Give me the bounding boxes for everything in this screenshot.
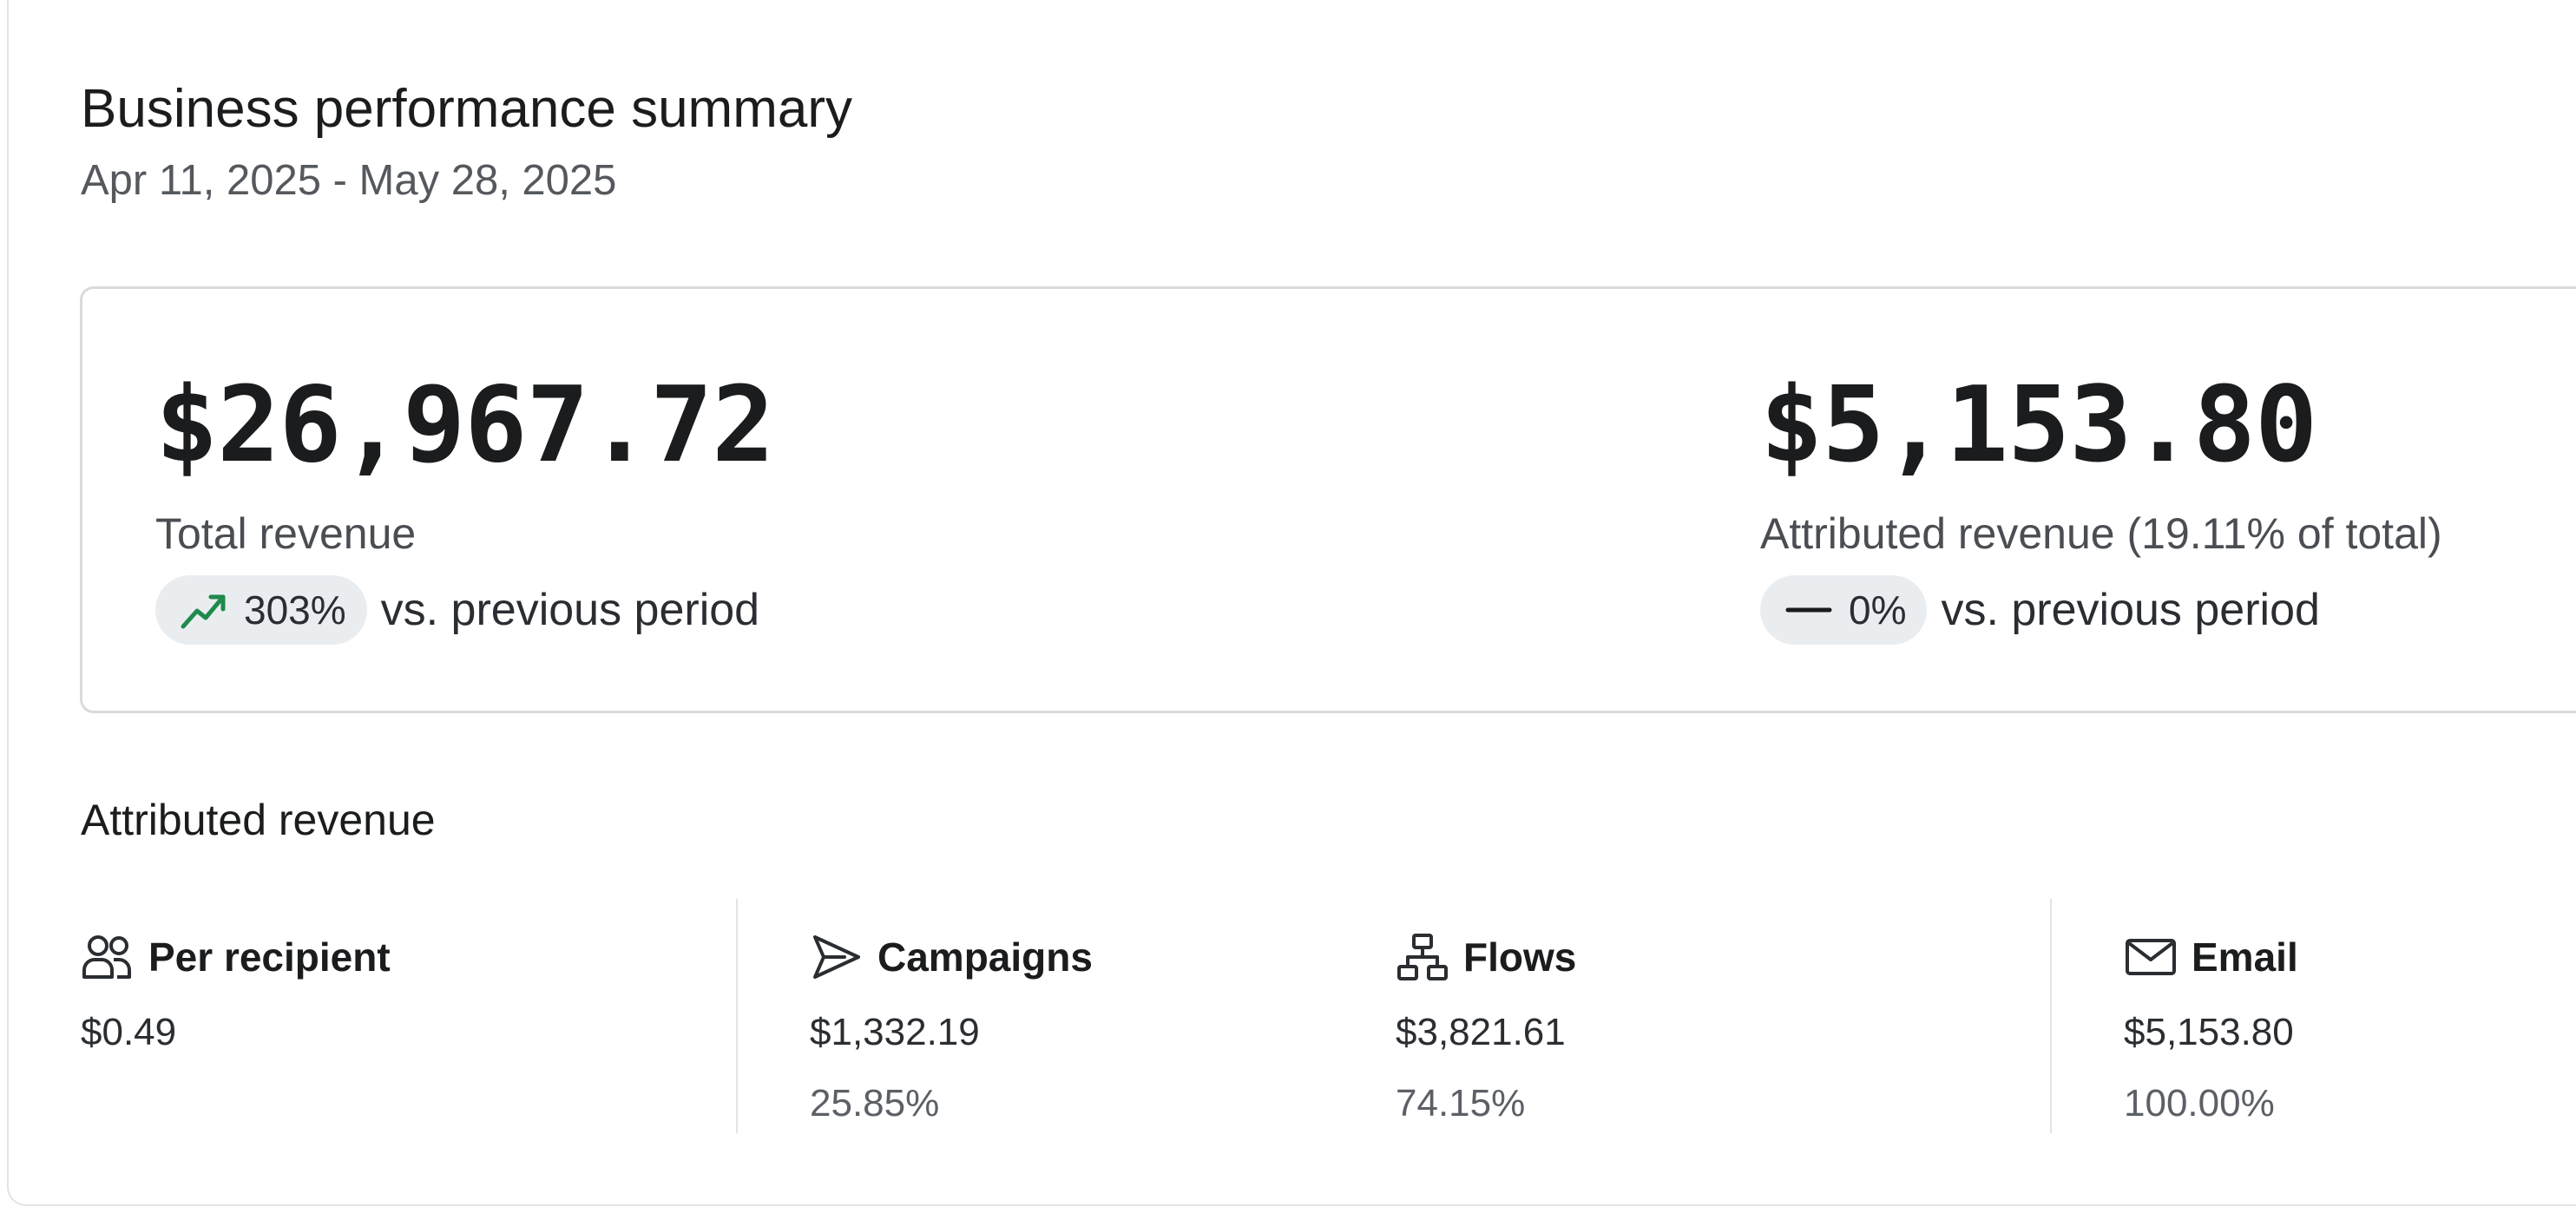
- kpi-label: Total revenue: [155, 509, 417, 558]
- divider: [736, 899, 738, 1133]
- metric-title: Campaigns: [877, 934, 1093, 980]
- kpi-card: $26,967.72 Total revenue 303% vs. previo…: [80, 286, 2576, 713]
- metric-percent: 74.15%: [1396, 1082, 1526, 1124]
- metric-value: $1,332.19: [810, 1011, 980, 1053]
- people-icon: [82, 935, 131, 979]
- change-pill: 303%: [155, 575, 367, 645]
- kpi-value: $26,967.72: [155, 365, 774, 486]
- metric-title: Flows: [1463, 934, 1577, 980]
- metric-title: Per recipient: [148, 934, 391, 980]
- change-pill: 0%: [1760, 575, 1928, 645]
- metric-percent: 100.00%: [2124, 1082, 2275, 1124]
- metric-value: $5,153.80: [2124, 1011, 2294, 1053]
- change-value: 0%: [1849, 587, 1907, 633]
- metric-per-recipient: Per recipient $0.49: [81, 927, 391, 1053]
- metric-flows: Flows $3,821.61 74.15%: [1396, 927, 1577, 1124]
- vs-previous-text: vs. previous period: [1941, 585, 2320, 635]
- change-value: 303%: [244, 587, 346, 633]
- kpi-change: 0% vs. previous period: [1760, 575, 2320, 645]
- page-title: Business performance summary: [81, 79, 852, 139]
- metric-email: Email $5,153.80 100.00%: [2124, 927, 2298, 1124]
- email-icon: [2126, 939, 2176, 975]
- metric-value: $0.49: [81, 1011, 177, 1053]
- dash-icon: [1785, 607, 1832, 613]
- metric-value: $3,821.61: [1396, 1011, 1566, 1053]
- vs-previous-text: vs. previous period: [380, 585, 760, 635]
- kpi-change: 303% vs. previous period: [155, 575, 759, 645]
- metric-campaigns: Campaigns $1,332.19 25.85%: [810, 927, 1093, 1124]
- send-icon: [813, 935, 860, 979]
- divider: [2050, 899, 2052, 1133]
- flow-icon: [1397, 934, 1448, 980]
- date-range: Apr 11, 2025 - May 28, 2025: [81, 157, 617, 204]
- kpi-label: Attributed revenue (19.11% of total): [1760, 509, 2442, 558]
- kpi-value: $5,153.80: [1760, 365, 2317, 486]
- trend-up-icon: [181, 594, 226, 629]
- metric-percent: 25.85%: [810, 1082, 940, 1124]
- metric-title: Email: [2192, 934, 2298, 980]
- attributed-revenue-title: Attributed revenue: [81, 796, 436, 844]
